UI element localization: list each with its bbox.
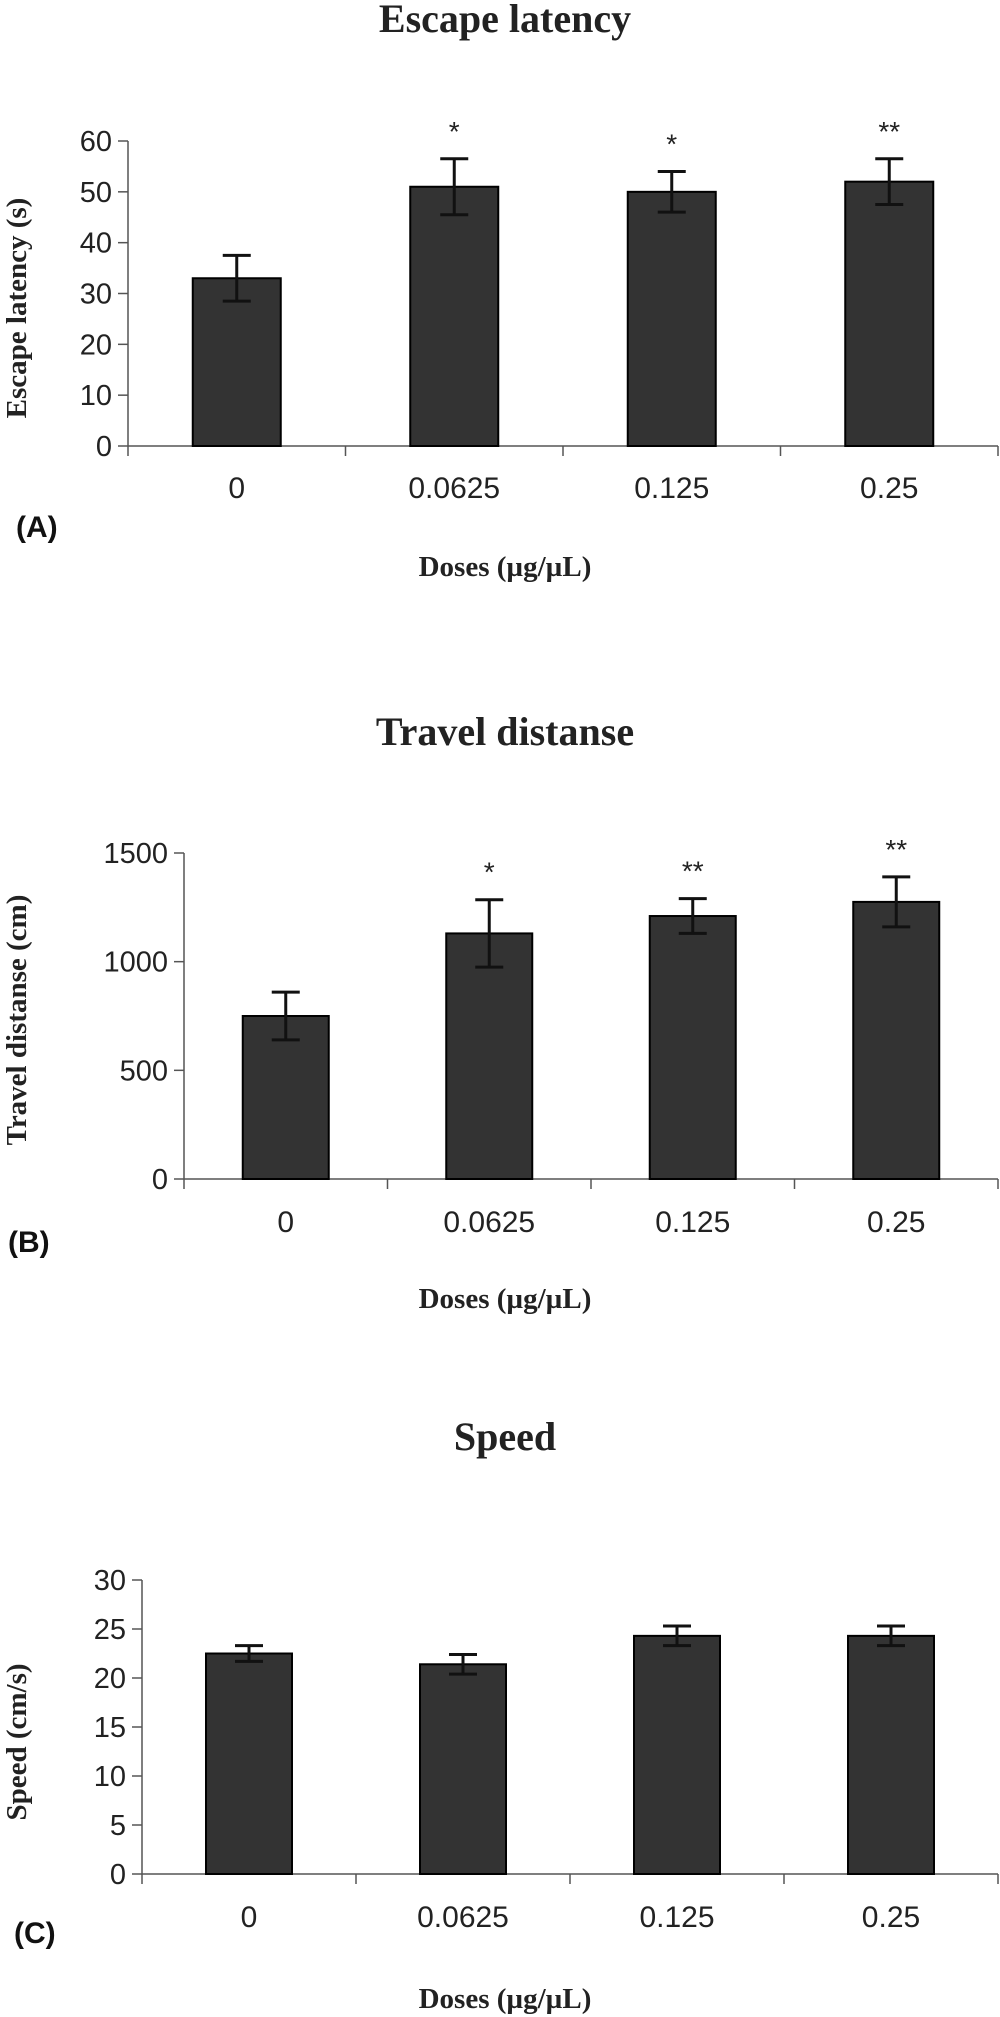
bar <box>206 1654 292 1875</box>
chart-c-marks: 0 5 10 15 20 25 30 0 0.0625 0.125 0.25 <box>94 1565 998 1934</box>
panel-label: (C) <box>14 1917 56 1950</box>
bar <box>848 1636 934 1874</box>
y-tick-label: 5 <box>110 1810 126 1842</box>
y-tick-label: 25 <box>94 1614 126 1646</box>
y-tick-label: 0 <box>110 1859 126 1891</box>
x-tick-label: 0 <box>241 1901 258 1934</box>
x-tick-label: 0.25 <box>862 1901 920 1934</box>
y-axis-label: Speed (cm/s) <box>1 1663 33 1820</box>
y-tick-label: 30 <box>94 1565 126 1597</box>
chart-panel-c: Speed Speed (cm/s) Doses (µg/µL) (C) 0 5 1… <box>0 0 1000 2017</box>
chart-c-svg: Speed Speed (cm/s) Doses (µg/µL) (C) 0 5 1… <box>0 0 1000 2017</box>
x-tick-label: 0.125 <box>639 1901 714 1934</box>
y-tick-label: 20 <box>94 1663 126 1695</box>
x-tick-label: 0.0625 <box>417 1901 509 1934</box>
y-tick-label: 10 <box>94 1761 126 1793</box>
chart-title: Speed <box>454 1414 556 1459</box>
bar <box>634 1636 720 1874</box>
bar <box>420 1664 506 1874</box>
x-axis-label: Doses (µg/µL) <box>419 1983 592 2015</box>
y-tick-label: 15 <box>94 1712 126 1744</box>
